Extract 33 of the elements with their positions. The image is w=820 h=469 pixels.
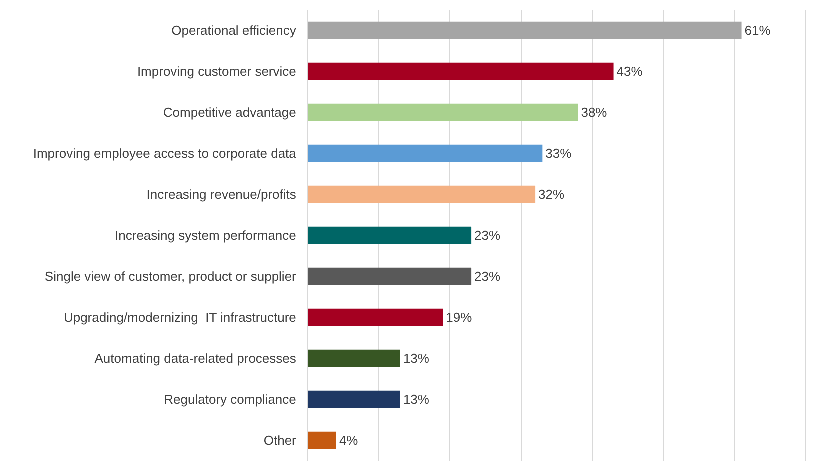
data-label: 38%	[581, 105, 608, 120]
bar	[308, 226, 472, 244]
data-label: 4%	[339, 433, 359, 448]
data-label: 13%	[403, 351, 430, 366]
data-label: 23%	[474, 228, 502, 243]
bar	[308, 62, 614, 80]
bar	[308, 390, 400, 408]
y-tick-label: Other	[264, 433, 298, 448]
y-tick-label: Operational efficiency	[172, 23, 297, 38]
data-label: 33%	[546, 146, 572, 161]
data-label: 32%	[538, 187, 566, 202]
y-tick-label: Improving customer service	[137, 64, 296, 80]
bar	[308, 432, 336, 450]
data-label: 61%	[744, 23, 772, 38]
bar	[308, 22, 742, 40]
y-tick-label: Improving employee access to corporate data	[33, 146, 298, 162]
data-label: 43%	[616, 64, 644, 79]
y-tick-label: Competitive advantage	[163, 105, 296, 120]
data-label: 13%	[403, 392, 430, 407]
bar	[308, 350, 400, 368]
bar	[308, 144, 543, 162]
bar	[308, 104, 578, 122]
data-label: 19%	[446, 310, 473, 325]
y-tick-label: Increasing system performance	[115, 228, 296, 244]
data-label: 23%	[474, 269, 502, 284]
y-tick-label: Upgrading/modernizing IT infrastructure	[64, 310, 296, 326]
bar	[308, 308, 444, 326]
y-tick-label: Increasing revenue/profits	[146, 187, 297, 202]
bar	[308, 186, 536, 204]
bar	[308, 268, 472, 286]
y-tick-label: Single view of customer, product or supplier	[44, 269, 298, 284]
y-tick-label: Automating data-related processes	[94, 351, 297, 366]
y-tick-label: Regulatory compliance	[164, 392, 296, 408]
